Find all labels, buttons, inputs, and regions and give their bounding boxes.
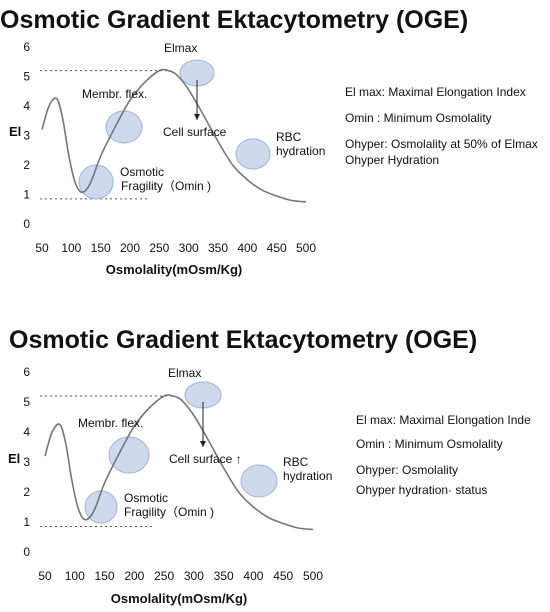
annotation-rbc: RBC (283, 455, 309, 469)
y-tick-label-3: 3 (23, 455, 30, 469)
panel-2-title: Osmotic Gradient Ektacytometry (OGE) (9, 326, 478, 354)
y-tick-label-0: 0 (23, 217, 30, 231)
x-tick-label-8: 450 (273, 569, 293, 583)
annotation-elmax: Elmax (168, 366, 201, 380)
annotation-cell-surface: Cell surface ↑ (169, 452, 242, 466)
highlight-ellipse-0 (78, 164, 114, 200)
x-tick-label-0: 50 (38, 569, 52, 583)
legend-1-ohyper: Ohyper: Osmolality at 50% of Elmax (345, 137, 538, 151)
annotation-fragility: Fragility（Omin ) (124, 505, 214, 519)
y-tick-label-2: 2 (23, 485, 30, 499)
y-tick-label-1: 1 (23, 188, 30, 202)
x-tick-label-0: 50 (35, 241, 49, 255)
x-tick-label-9: 500 (303, 569, 323, 583)
y-tick-label-5: 5 (23, 395, 30, 409)
x-tick-label-3: 200 (120, 241, 140, 255)
y-tick-label-6: 6 (23, 40, 30, 54)
x-tick-label-7: 400 (237, 241, 257, 255)
x-axis-label: Osmolality(mOsm/Kg) (111, 591, 248, 606)
oge-chart-1: 0 1 2 3 4 5 6 50 100 150 200 250 300 350 400 450 500 El Os… (9, 40, 325, 277)
highlight-ellipse-3 (235, 138, 271, 170)
ei-curve (41, 68, 307, 203)
x-tick-label-7: 400 (243, 569, 263, 583)
legend-1-elmax: El max: Maximal Elongation Index (345, 85, 526, 99)
highlight-ellipse-3 (240, 464, 278, 498)
y-tick-label-3: 3 (23, 129, 30, 143)
annotation-fragility: Fragility（Omin ) (121, 179, 211, 193)
legend-2-elmax: El max: Maximal Elongation Inde (356, 413, 531, 427)
annotation-elmax: Elmax (164, 41, 197, 55)
cell-surface-arrowhead (200, 441, 206, 447)
annotation-membr-flex: Membr. flex. (78, 416, 143, 430)
x-tick-label-4: 250 (154, 569, 174, 583)
x-tick-label-3: 200 (124, 569, 144, 583)
y-tick-label-6: 6 (23, 365, 30, 379)
legend-2-ohyper: Ohyper: Osmolality (356, 463, 459, 477)
x-tick-label-2: 150 (95, 569, 115, 583)
x-tick-label-1: 100 (65, 569, 85, 583)
annotation-cell-surface: Cell surface (163, 125, 227, 139)
legend-1-ohyper-hydration: Ohyper Hydration (345, 153, 440, 167)
x-tick-label-4: 250 (149, 241, 169, 255)
x-tick-label-5: 300 (179, 241, 199, 255)
y-tick-label-1: 1 (23, 515, 30, 529)
x-tick-label-6: 350 (214, 569, 234, 583)
x-tick-label-1: 100 (61, 241, 81, 255)
highlight-ellipse-1 (105, 110, 143, 144)
x-axis-label: Osmolality(mOsm/Kg) (106, 262, 243, 277)
legend-2-omin: Omin : Minimum Osmolality (356, 437, 503, 451)
y-tick-label-4: 4 (23, 425, 30, 439)
annotation-rbc: RBC (276, 130, 302, 144)
highlight-ellipse-1 (108, 436, 150, 474)
y-tick-label-4: 4 (23, 99, 30, 113)
cell-surface-arrowhead (194, 114, 200, 120)
oge-chart-2: 0 1 2 3 4 5 6 50 100 150 200 250 300 350 400 450 500 El Os… (8, 365, 332, 606)
y-tick-label-5: 5 (23, 70, 30, 84)
x-tick-label-8: 450 (267, 241, 287, 255)
y-axis-label: El (9, 124, 21, 139)
y-tick-label-2: 2 (23, 158, 30, 172)
x-tick-label-5: 300 (184, 569, 204, 583)
panel-1-title: Osmotic Gradient Ektacytometry (OGE) (0, 6, 469, 34)
annotation-osmotic: Osmotic (124, 491, 168, 505)
x-tick-label-2: 150 (91, 241, 111, 255)
y-axis-label: El (8, 451, 20, 466)
annotation-hydration: hydration (276, 144, 325, 158)
annotation-membr-flex: Membr. flex. (82, 87, 147, 101)
legend-1-omin: Omin : Minimum Osmolality (345, 111, 492, 125)
annotation-hydration: hydration (283, 469, 332, 483)
ei-curve (44, 394, 314, 531)
legend-2-ohyper-hydration: Ohyper hydration· status (356, 483, 488, 497)
y-tick-label-0: 0 (23, 545, 30, 559)
x-tick-label-9: 500 (296, 241, 316, 255)
annotation-osmotic: Osmotic (120, 165, 164, 179)
x-tick-label-6: 350 (208, 241, 228, 255)
